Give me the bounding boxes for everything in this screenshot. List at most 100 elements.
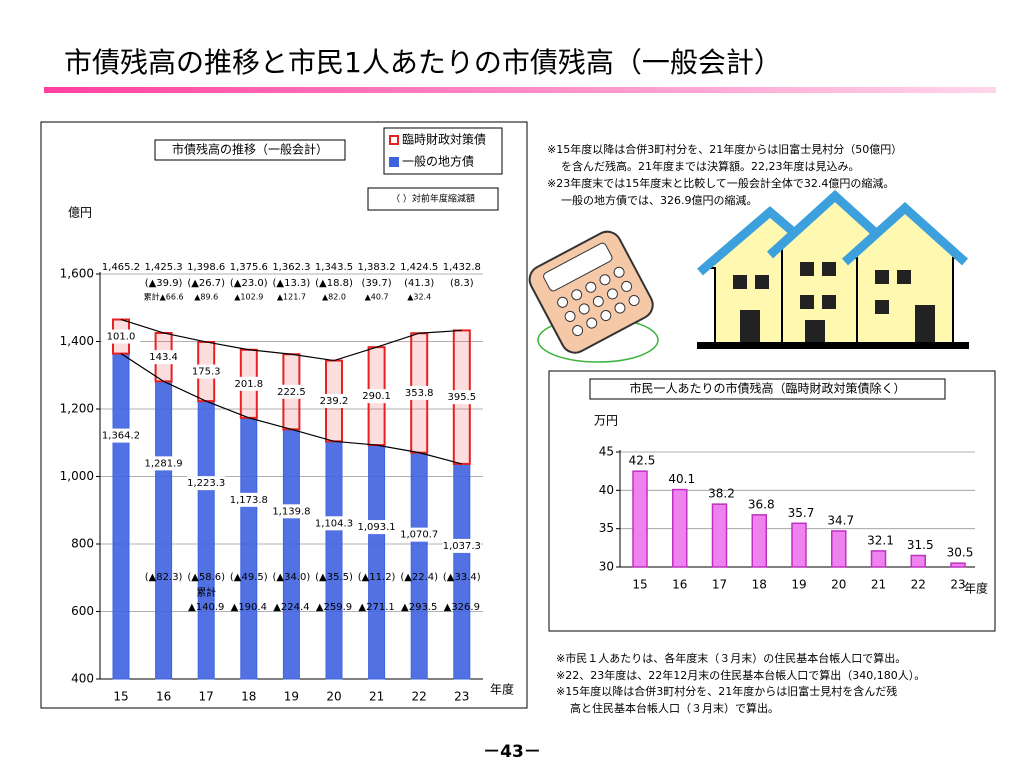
value-label: 36.8 — [748, 497, 775, 511]
legend-swatch — [389, 135, 399, 145]
value-label: 1,070.7 — [400, 530, 438, 541]
bar-segment — [410, 452, 428, 680]
bar-segment — [282, 428, 300, 680]
chart-title-box — [589, 378, 946, 400]
total-line — [120, 318, 462, 362]
bar — [751, 514, 767, 568]
series-line — [120, 353, 462, 465]
x-tick-label: 18 — [752, 578, 767, 592]
change-label: (▲18.8) — [315, 278, 353, 289]
value-label: 239.2 — [320, 396, 349, 407]
x-tick-label: 22 — [911, 578, 926, 592]
change-label: (▲23.0) — [230, 278, 268, 289]
value-label: 290.1 — [362, 391, 391, 402]
note-line: 高と住民基本台帳人口（３月末）で算出。 — [570, 701, 779, 715]
value-label-bg — [102, 428, 140, 443]
note-line: を含んだ残高。21年度までは決算額。22,23年度は見込み。 — [561, 159, 860, 173]
value-label-bg — [442, 538, 481, 553]
legend-note-box — [367, 187, 499, 211]
change-label: (39.7) — [362, 278, 392, 289]
bar — [870, 550, 887, 568]
y-tick-label: 1,600 — [60, 267, 94, 281]
value-label-bg — [187, 476, 226, 491]
cumulative-label: ▲121.7 — [277, 293, 306, 302]
x-tick-label: 17 — [199, 690, 214, 704]
cumulative-label: ▲293.5 — [401, 602, 437, 613]
change-label: (▲11.2) — [358, 572, 396, 583]
x-tick-label: 23 — [950, 578, 965, 592]
legend-label: 臨時財政対策債 — [402, 132, 486, 147]
bar — [910, 554, 926, 568]
y-tick-label: 1,000 — [60, 469, 94, 483]
value-label-bg — [442, 390, 481, 405]
cumulative-label: 累計▲66.6 — [144, 292, 184, 302]
x-axis-label: 年度 — [490, 682, 514, 697]
value-label-bg — [187, 364, 226, 379]
page-number: －43－ — [483, 742, 541, 762]
bar-segment — [155, 380, 173, 680]
bar — [950, 562, 966, 568]
total-label: 1,383.2 — [358, 262, 396, 273]
change-label: (▲39.9) — [145, 278, 183, 289]
legend-swatch — [389, 157, 399, 167]
value-label: 201.8 — [234, 379, 263, 390]
x-tick-label: 16 — [156, 690, 171, 704]
y-tick-label: 45 — [599, 445, 614, 459]
total-label: 1,375.6 — [230, 262, 268, 273]
change-label: (8.3) — [450, 278, 474, 289]
change-label: (▲49.5) — [230, 572, 268, 583]
calculator-illustration — [528, 230, 659, 363]
y-tick-label: 600 — [71, 604, 94, 618]
cumulative-label: ▲102.9 — [234, 293, 263, 302]
value-label: 395.5 — [447, 392, 476, 403]
bar-segment — [325, 440, 343, 680]
change-label: (▲33.4) — [443, 572, 481, 583]
cumulative-label: ▲259.9 — [316, 602, 352, 613]
value-label-bg — [229, 492, 268, 507]
value-label: 1,104.3 — [315, 518, 353, 529]
change-label: (▲22.4) — [400, 572, 438, 583]
value-label: 42.5 — [629, 454, 656, 468]
cumulative-label: ▲32.4 — [407, 293, 431, 302]
x-tick-label: 17 — [712, 578, 727, 592]
cumulative-label: ▲326.9 — [444, 602, 480, 613]
title-underline — [44, 87, 996, 93]
chart-frame — [548, 370, 996, 632]
change-label: (▲34.0) — [273, 572, 311, 583]
y-unit: 万円 — [594, 414, 618, 428]
change-label: (▲35.5) — [315, 572, 353, 583]
value-label: 1,037.3 — [443, 541, 481, 552]
value-label-bg — [315, 516, 353, 531]
value-label-bg — [357, 389, 396, 404]
cumulative-label: ▲271.1 — [358, 602, 394, 613]
note-line: ※15年度以降は合併3町村分を、21年度からは旧富士見村を含んだ残 — [556, 684, 897, 698]
total-label: 1,465.2 — [102, 262, 140, 273]
y-tick-label: 1,400 — [60, 334, 94, 348]
value-label: 1,364.2 — [102, 431, 140, 442]
x-tick-label: 19 — [791, 578, 806, 592]
value-label-bg — [357, 520, 396, 535]
total-label: 1,398.6 — [187, 262, 225, 273]
bar-segment — [197, 400, 215, 680]
note-line: ※23年度末では15年度末と比較して一般会計全体で32.4億円の縮減。 — [547, 176, 894, 190]
cumulative-label: ▲89.6 — [194, 293, 218, 302]
bar — [791, 522, 807, 568]
value-label: 32.1 — [867, 533, 894, 547]
bar — [672, 488, 688, 568]
value-label: 222.5 — [277, 387, 306, 398]
x-tick-label: 21 — [369, 690, 384, 704]
x-tick-label: 19 — [284, 690, 299, 704]
y-tick-label: 800 — [71, 537, 94, 551]
note-line: ※15年度以降は合併3町村分を、21年度からは旧富士見村分（50億円） — [547, 142, 902, 156]
value-label-bg — [272, 384, 311, 399]
x-axis-label: 年度 — [964, 581, 988, 596]
y-tick-label: 1,200 — [60, 402, 94, 416]
x-tick-label: 21 — [871, 578, 886, 592]
x-tick-label: 20 — [326, 690, 341, 704]
change-label: (▲26.7) — [187, 278, 225, 289]
value-label: 38.2 — [708, 487, 735, 501]
value-label: 353.8 — [405, 388, 434, 399]
value-label: 1,173.8 — [230, 495, 268, 506]
legend-label: 一般の地方債 — [402, 154, 474, 169]
bar-segment — [240, 417, 258, 680]
